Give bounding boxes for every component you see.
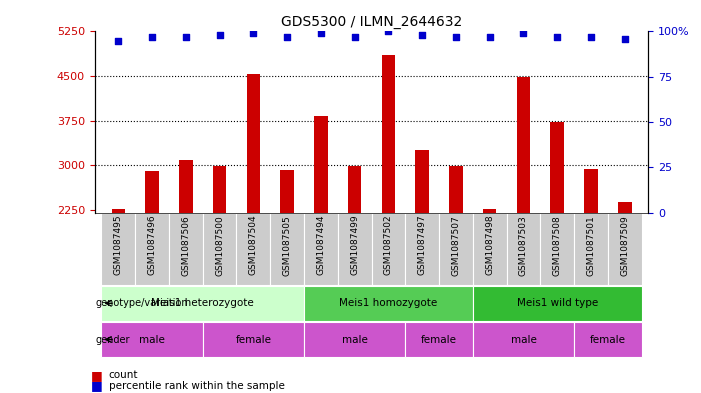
Text: GSM1087505: GSM1087505 bbox=[283, 215, 292, 275]
Text: male: male bbox=[510, 334, 536, 345]
Text: GSM1087496: GSM1087496 bbox=[147, 215, 156, 275]
Bar bbox=[540, 213, 574, 285]
Text: ■: ■ bbox=[91, 379, 103, 393]
Text: GSM1087504: GSM1087504 bbox=[249, 215, 258, 275]
Bar bbox=[280, 170, 294, 213]
Text: GSM1087506: GSM1087506 bbox=[182, 215, 190, 275]
Bar bbox=[270, 213, 304, 285]
Point bbox=[619, 35, 630, 42]
Text: GSM1087501: GSM1087501 bbox=[587, 215, 596, 275]
Point bbox=[416, 32, 428, 38]
Bar bbox=[102, 286, 304, 321]
Text: GSM1087498: GSM1087498 bbox=[485, 215, 494, 275]
Bar bbox=[584, 169, 598, 213]
Text: GSM1087508: GSM1087508 bbox=[553, 215, 562, 275]
Bar bbox=[473, 213, 507, 285]
Text: percentile rank within the sample: percentile rank within the sample bbox=[109, 381, 285, 391]
Bar bbox=[169, 213, 203, 285]
Point bbox=[180, 34, 191, 40]
Bar bbox=[608, 213, 641, 285]
Point bbox=[282, 34, 293, 40]
Text: gender: gender bbox=[95, 334, 130, 345]
Bar bbox=[517, 77, 530, 213]
Bar bbox=[338, 213, 372, 285]
Text: genotype/variation: genotype/variation bbox=[95, 298, 188, 308]
Bar bbox=[439, 213, 473, 285]
Bar bbox=[381, 55, 395, 213]
Point bbox=[315, 30, 327, 37]
Point bbox=[214, 32, 225, 38]
Text: GSM1087499: GSM1087499 bbox=[350, 215, 359, 275]
Text: ■: ■ bbox=[91, 369, 103, 382]
Bar bbox=[416, 150, 429, 213]
Bar bbox=[574, 322, 641, 357]
Text: GSM1087495: GSM1087495 bbox=[114, 215, 123, 275]
Text: GSM1087500: GSM1087500 bbox=[215, 215, 224, 275]
Text: Meis1 wild type: Meis1 wild type bbox=[517, 298, 598, 308]
Bar bbox=[574, 213, 608, 285]
Text: GSM1087494: GSM1087494 bbox=[316, 215, 325, 275]
Bar bbox=[372, 213, 405, 285]
Text: GSM1087509: GSM1087509 bbox=[620, 215, 629, 275]
Bar bbox=[102, 213, 135, 285]
Bar bbox=[405, 322, 473, 357]
Text: male: male bbox=[139, 334, 165, 345]
Bar bbox=[102, 322, 203, 357]
Bar bbox=[203, 213, 236, 285]
Text: GSM1087503: GSM1087503 bbox=[519, 215, 528, 275]
Bar bbox=[314, 116, 327, 213]
Point bbox=[247, 30, 259, 37]
Text: female: female bbox=[590, 334, 626, 345]
Title: GDS5300 / ILMN_2644632: GDS5300 / ILMN_2644632 bbox=[281, 15, 462, 29]
Text: female: female bbox=[236, 334, 271, 345]
Bar bbox=[304, 322, 405, 357]
Text: Meis1 heterozygote: Meis1 heterozygote bbox=[151, 298, 254, 308]
Bar bbox=[304, 213, 338, 285]
Text: GSM1087497: GSM1087497 bbox=[418, 215, 427, 275]
Bar bbox=[213, 166, 226, 213]
Point bbox=[383, 28, 394, 35]
Point bbox=[552, 34, 563, 40]
Point bbox=[147, 34, 158, 40]
Text: male: male bbox=[341, 334, 367, 345]
Bar bbox=[473, 286, 641, 321]
Bar bbox=[203, 322, 304, 357]
Bar bbox=[145, 171, 159, 213]
Bar bbox=[236, 213, 270, 285]
Bar bbox=[135, 213, 169, 285]
Bar bbox=[449, 166, 463, 213]
Bar bbox=[247, 74, 260, 213]
Bar bbox=[405, 213, 439, 285]
Point bbox=[450, 34, 461, 40]
Bar bbox=[507, 213, 540, 285]
Text: count: count bbox=[109, 370, 138, 380]
Point bbox=[585, 34, 597, 40]
Point bbox=[113, 37, 124, 44]
Bar bbox=[618, 202, 632, 213]
Bar bbox=[550, 122, 564, 213]
Bar bbox=[304, 286, 473, 321]
Point bbox=[349, 34, 360, 40]
Text: GSM1087507: GSM1087507 bbox=[451, 215, 461, 275]
Bar bbox=[483, 209, 496, 213]
Bar bbox=[348, 166, 362, 213]
Bar bbox=[111, 209, 125, 213]
Text: GSM1087502: GSM1087502 bbox=[384, 215, 393, 275]
Point bbox=[518, 30, 529, 37]
Text: Meis1 homozygote: Meis1 homozygote bbox=[339, 298, 437, 308]
Bar bbox=[473, 322, 574, 357]
Point bbox=[484, 34, 496, 40]
Bar bbox=[179, 160, 193, 213]
Text: female: female bbox=[421, 334, 457, 345]
